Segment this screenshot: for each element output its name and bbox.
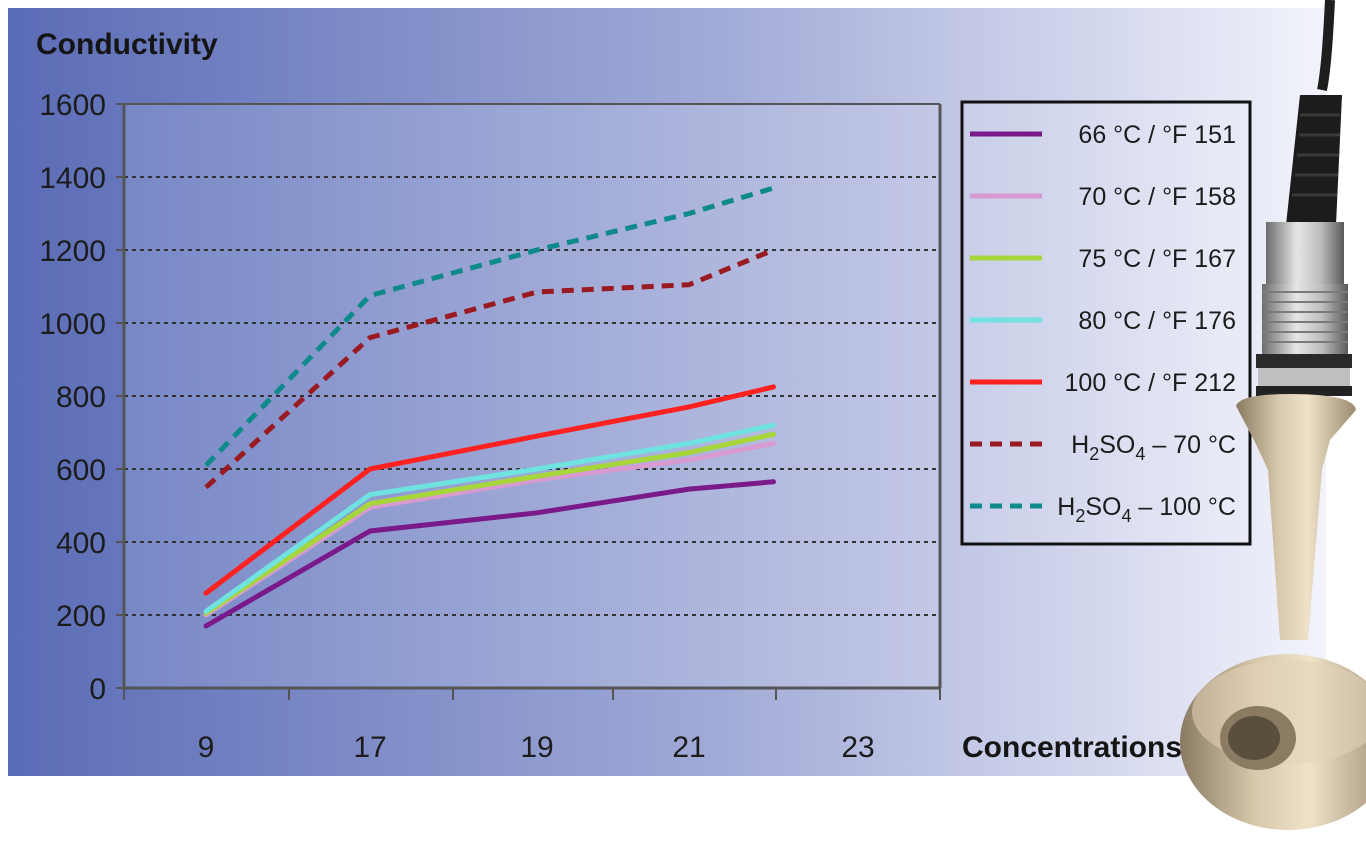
legend-label: H2SO4 – 70 °C — [1071, 431, 1236, 464]
legend-box — [960, 100, 1252, 546]
series-line-4 — [203, 384, 776, 596]
y-axis-title: Conductivity — [36, 28, 218, 61]
x-tick-label: 21 — [672, 731, 705, 764]
legend-label: 75 °C / °F 167 — [1078, 245, 1236, 273]
series-line-0 — [203, 479, 776, 629]
y-tick-label: 200 — [56, 600, 106, 633]
x-tick-label: 19 — [520, 731, 553, 764]
series-lines — [203, 185, 776, 629]
y-tick-labels: 0 200 400 600 800 1000 1200 1400 1600 — [39, 89, 124, 706]
x-tick-label: 23 — [841, 731, 874, 764]
x-tick-labels: 9 17 19 21 23 — [123, 688, 941, 764]
x-tick-label: 17 — [353, 731, 386, 764]
y-tick-label: 800 — [56, 381, 106, 414]
legend-label: H2SO4 – 100 °C — [1057, 493, 1236, 526]
series-line-5 — [204, 247, 775, 490]
legend-label: 70 °C / °F 158 — [1078, 183, 1236, 211]
legend-label: 100 °C / °F 212 — [1065, 369, 1236, 397]
y-tick-label: 1200 — [39, 235, 106, 268]
series-line-3 — [203, 422, 776, 614]
series-line-6 — [204, 185, 775, 468]
y-tick-label: 1600 — [39, 89, 106, 122]
y-tick-label: 600 — [56, 454, 106, 487]
x-tick-label: 9 — [198, 731, 215, 764]
legend: 66 °C / °F 151 70 °C / °F 158 75 °C / °F 1… — [970, 121, 1236, 526]
y-tick-label: 1000 — [39, 308, 106, 341]
y-tick-label: 400 — [56, 527, 106, 560]
x-axis-title: Concentrations — [962, 731, 1182, 764]
legend-label: 80 °C / °F 176 — [1078, 307, 1236, 335]
y-tick-label: 1400 — [39, 162, 106, 195]
legend-label: 66 °C / °F 151 — [1078, 121, 1236, 149]
conductivity-sensor-image — [1180, 0, 1366, 830]
y-tick-label: 0 — [89, 673, 106, 706]
series-line-2 — [203, 431, 776, 616]
